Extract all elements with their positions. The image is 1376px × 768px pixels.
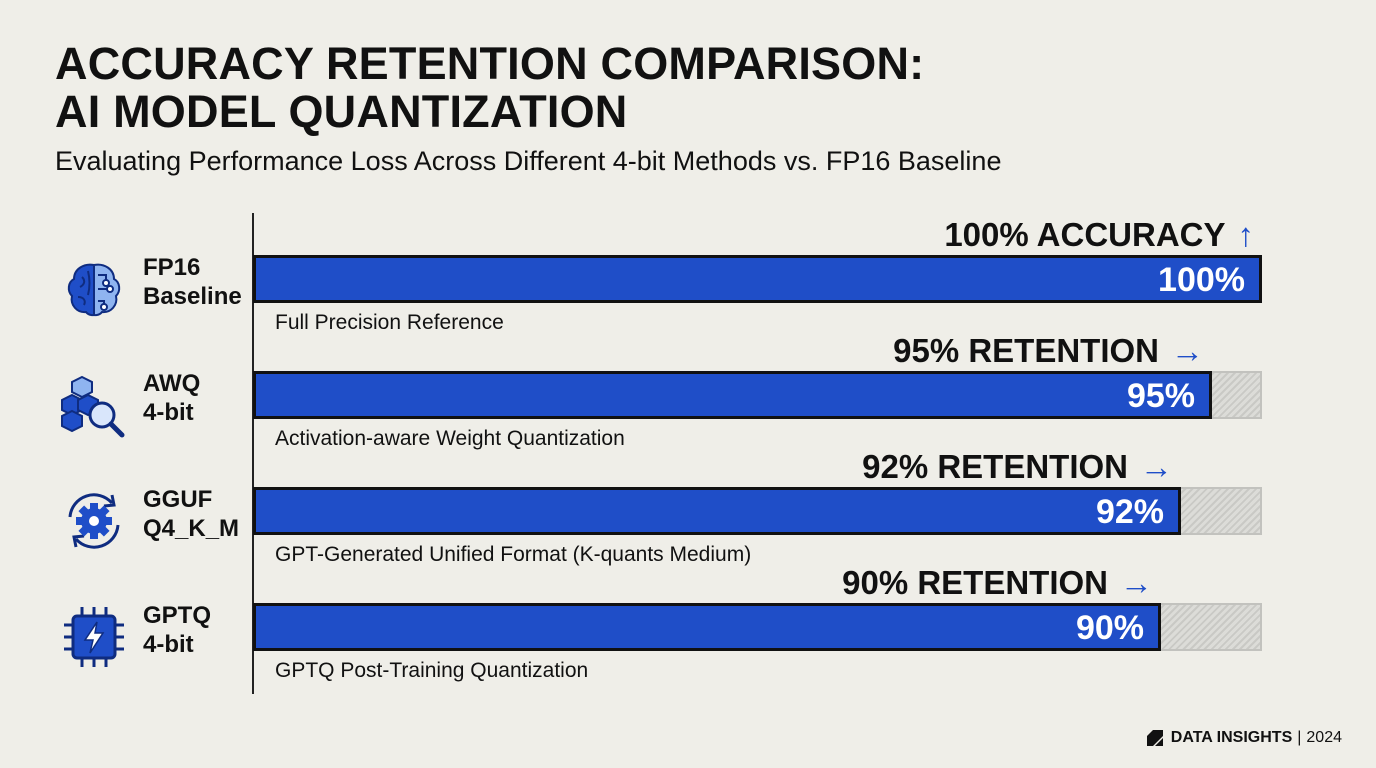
retention-callout-text: 92% RETENTION (862, 448, 1128, 485)
value-bar: 100% (253, 255, 1262, 303)
bar-value-label: 90% (1075, 609, 1144, 647)
bar-value-label: 100% (1158, 261, 1245, 299)
arrow-up-icon: ↑ (1237, 216, 1255, 253)
row-category-label: GGUF Q4_K_M (143, 485, 239, 543)
row-category-label: AWQ 4-bit (143, 369, 200, 427)
chart-title-line-1: ACCURACY RETENTION COMPARISON: (55, 38, 925, 89)
retention-callout: 90% RETENTION → (842, 565, 1153, 601)
cubes-magnifier-icon (60, 371, 128, 439)
method-description: Full Precision Reference (275, 311, 504, 334)
arrow-right-icon: → (1120, 564, 1153, 601)
chip-lightning-icon (60, 603, 128, 671)
row-category-label-line: 4-bit (143, 399, 194, 426)
row-category-label-line: 4-bit (143, 631, 194, 658)
value-bar: 90% (253, 603, 1161, 651)
value-bar: 92% (253, 487, 1181, 535)
footer: DATA INSIGHTS | 2024 (1145, 728, 1342, 748)
row-category-label-line: Q4_K_M (143, 515, 240, 542)
row-category-label-line: GGUF (143, 486, 213, 513)
bar-value-label: 92% (1095, 493, 1164, 531)
chart-title: ACCURACY RETENTION COMPARISON: AI MODEL … (55, 40, 924, 136)
retention-callout-text: 95% RETENTION (893, 332, 1159, 369)
arrow-right-icon: → (1140, 448, 1173, 485)
data-insights-logo-icon (1146, 730, 1163, 746)
row-category-label: GPTQ 4-bit (143, 601, 211, 659)
bar-row: AWQ 4-bit 95% RETENTION → 95% Activation-awar… (0, 329, 1376, 450)
bar-row: FP16 Baseline 100% ACCURACY ↑ 100% Full Preci… (0, 213, 1376, 334)
retention-callout: 100% ACCURACY ↑ (944, 217, 1254, 253)
bar-value-label: 95% (1126, 377, 1195, 415)
footer-separator: | (1297, 729, 1302, 746)
footer-year: 2024 (1306, 729, 1342, 746)
bar-row: GGUF Q4_K_M 92% RETENTION → 92% GPT-Generated… (0, 445, 1376, 566)
gear-cycle-icon (60, 487, 128, 555)
method-description: GPT-Generated Unified Format (K-quants M… (275, 543, 752, 566)
retention-callout: 92% RETENTION → (862, 449, 1173, 485)
brain-circuit-icon (60, 255, 128, 323)
retention-callout-text: 100% ACCURACY (944, 216, 1226, 253)
row-category-label: FP16 Baseline (143, 253, 242, 311)
arrow-right-icon: → (1171, 332, 1204, 369)
chart-subtitle: Evaluating Performance Loss Across Diffe… (55, 146, 1002, 176)
bar-row: GPTQ 4-bit 90% RETENTION → 90% GPTQ Post-Trai… (0, 561, 1376, 682)
retention-callout-text: 90% RETENTION (842, 564, 1108, 601)
value-bar: 95% (253, 371, 1212, 419)
row-category-label-line: AWQ (143, 370, 201, 397)
footer-brand: DATA INSIGHTS (1170, 729, 1293, 746)
chart-title-line-2: AI MODEL QUANTIZATION (55, 86, 628, 137)
method-description: Activation-aware Weight Quantization (275, 427, 625, 450)
retention-callout: 95% RETENTION → (893, 333, 1204, 369)
row-category-label-line: Baseline (143, 283, 242, 310)
y-axis-line (252, 213, 254, 694)
row-category-label-line: FP16 (143, 254, 201, 281)
method-description: GPTQ Post-Training Quantization (275, 659, 589, 682)
row-category-label-line: GPTQ (143, 602, 212, 629)
